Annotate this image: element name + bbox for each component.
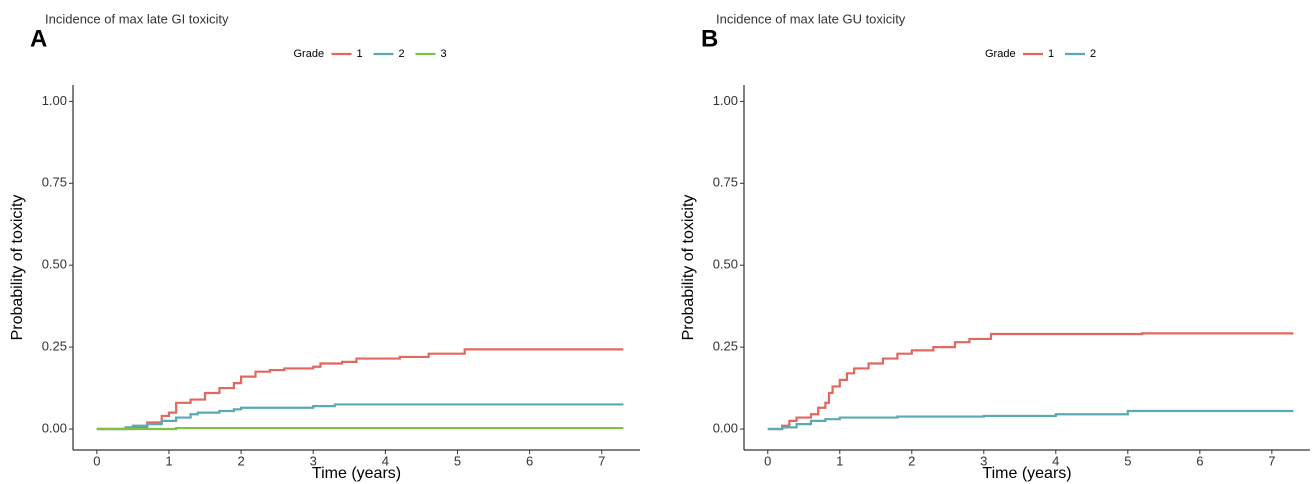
x-tick-label: 5: [454, 453, 461, 468]
x-tick-label: 7: [598, 453, 605, 468]
panel-label: B: [701, 25, 718, 52]
x-tick-label: 6: [526, 453, 533, 468]
x-tick-label: 7: [1268, 453, 1275, 468]
chart-title: Incidence of max late GI toxicity: [45, 11, 229, 26]
x-tick-label: 3: [310, 453, 317, 468]
x-tick-label: 4: [1052, 453, 1059, 468]
series-line: [96, 426, 624, 431]
x-tick-label: 2: [908, 453, 915, 468]
y-tick-label: 0.25: [713, 339, 738, 354]
legend-title: Grade: [294, 48, 325, 60]
legend-title: Grade: [985, 48, 1016, 60]
legend: Grade 1 2: [985, 48, 1096, 60]
y-tick-label: 0.50: [713, 257, 738, 272]
chart-title: Incidence of max late GU toxicity: [716, 11, 906, 26]
y-tick-label: 0.25: [42, 339, 67, 354]
y-tick-label: 0.00: [713, 420, 738, 435]
x-tick-label: 0: [764, 453, 771, 468]
legend-label: 2: [1090, 48, 1096, 60]
x-tick-label: 4: [382, 453, 389, 468]
legend-label: 1: [1048, 48, 1054, 60]
x-axis-title: Time (years): [982, 465, 1071, 482]
legend-label: 2: [399, 48, 405, 60]
y-axis-title: Probability of toxicity: [680, 195, 697, 341]
x-tick-label: 0: [93, 453, 100, 468]
series-line: [96, 403, 624, 431]
x-tick-label: 1: [165, 453, 172, 468]
y-axis-title: Probability of toxicity: [9, 195, 26, 341]
series-line: [767, 409, 1294, 431]
x-tick-label: 1: [836, 453, 843, 468]
y-tick-label: 0.50: [42, 257, 67, 272]
y-tick-label: 1.00: [42, 93, 67, 108]
y-tick-label: 1.00: [713, 93, 738, 108]
series-line: [96, 348, 624, 431]
legend-label: 1: [357, 48, 363, 60]
x-axis-title: Time (years): [312, 465, 401, 482]
series-line: [767, 332, 1294, 431]
panel-label: A: [30, 25, 47, 52]
legend-label: 3: [441, 48, 447, 60]
y-tick-label: 0.75: [42, 175, 67, 190]
x-tick-label: 5: [1124, 453, 1131, 468]
x-tick-label: 6: [1196, 453, 1203, 468]
x-tick-label: 3: [980, 453, 987, 468]
legend: Grade 1 2 3: [294, 48, 447, 60]
y-tick-label: 0.75: [713, 175, 738, 190]
x-tick-label: 2: [237, 453, 244, 468]
y-tick-label: 0.00: [42, 420, 67, 435]
